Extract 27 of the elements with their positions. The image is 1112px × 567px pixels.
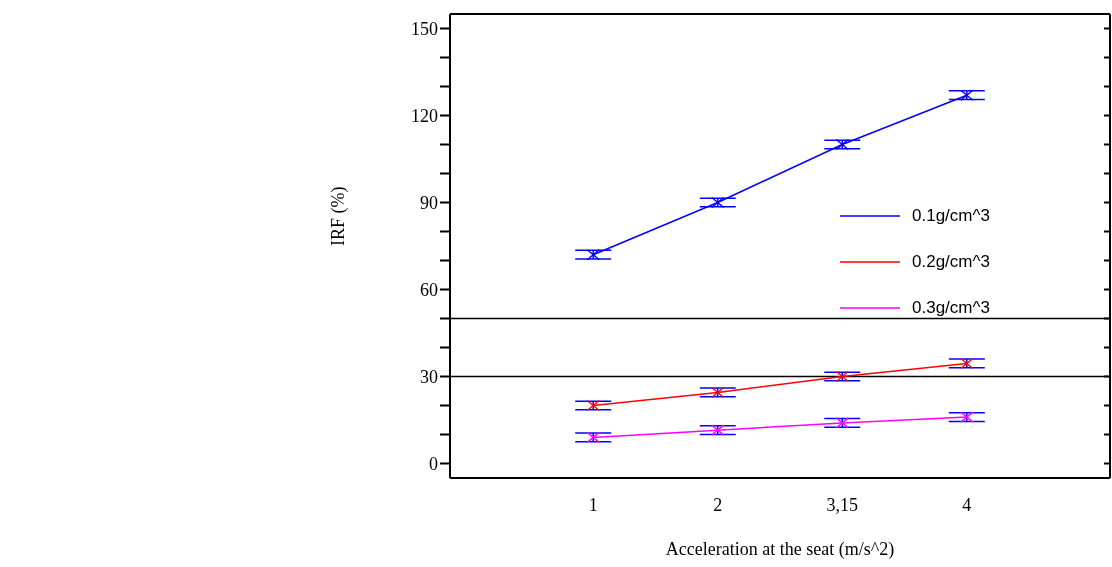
point <box>586 399 600 412</box>
x-tick-label: 3,15 <box>826 494 859 515</box>
point <box>960 89 974 101</box>
point <box>711 196 725 209</box>
point <box>835 138 849 151</box>
point <box>586 249 600 261</box>
x-tick-label: 1 <box>588 494 598 515</box>
x-tick-label: 4 <box>962 494 972 515</box>
y-tick-label: 60 <box>420 279 438 300</box>
point <box>711 386 725 399</box>
legend-label: 0.1g/cm^3 <box>912 206 990 226</box>
y-tick-label: 120 <box>411 105 438 126</box>
y-tick-label: 0 <box>429 453 438 474</box>
point <box>960 357 974 370</box>
legend-label: 0.3g/cm^3 <box>912 298 990 318</box>
y-axis-title: IRF (%) <box>328 186 350 246</box>
y-tick-label: 30 <box>420 366 438 387</box>
point <box>586 431 600 444</box>
legend-label: 0.2g/cm^3 <box>912 252 990 272</box>
x-axis-title: Acceleration at the seat (m/s^2) <box>665 539 895 560</box>
point <box>835 370 849 383</box>
y-tick-label: 90 <box>420 192 438 213</box>
point <box>711 424 725 436</box>
point <box>835 417 849 429</box>
x-tick-label: 2 <box>713 494 723 515</box>
point <box>960 411 974 423</box>
y-tick-label: 150 <box>411 18 438 39</box>
